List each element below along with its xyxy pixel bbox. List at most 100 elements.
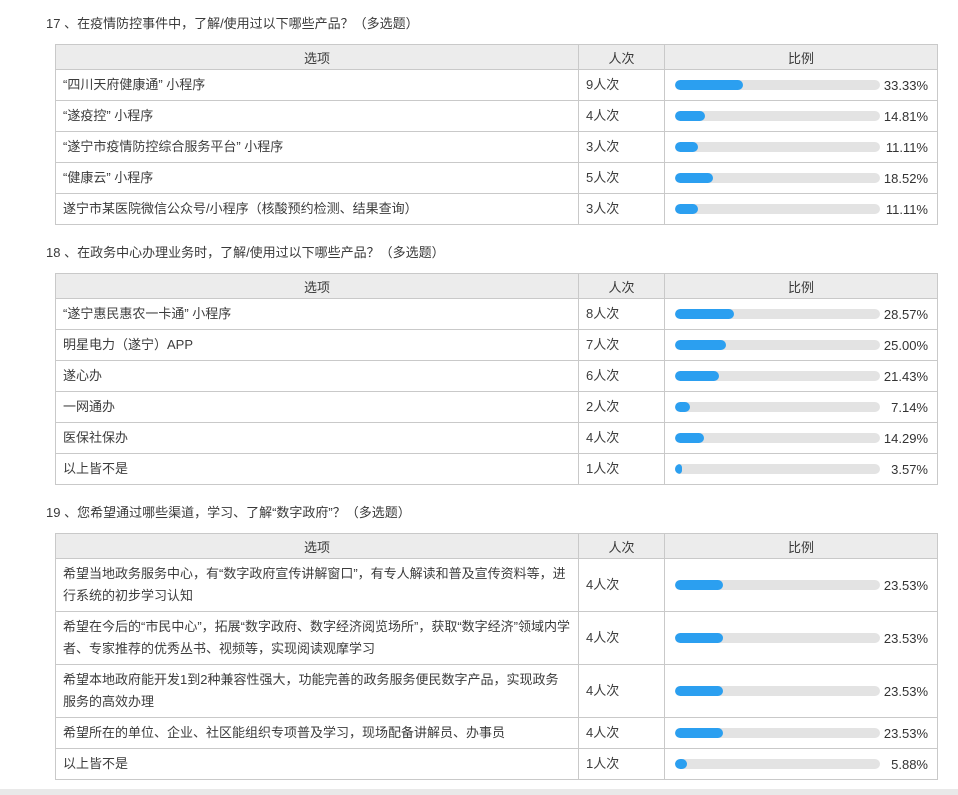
progress-bar-track	[675, 728, 880, 738]
column-header-ratio: 比例	[664, 44, 938, 70]
results-table: 选项 人次 比例 希望当地政务服务中心，有“数字政府宣传讲解窗口”，有专人解读和…	[55, 533, 938, 780]
table-header-row: 选项 人次 比例	[55, 533, 938, 559]
progress-bar-fill	[675, 142, 698, 152]
ratio-cell: 11.11%	[664, 193, 938, 225]
table-row: “遂宁市疫情防控综合服务平台” 小程序 3人次 11.11%	[55, 131, 938, 163]
percent-label: 7.14%	[891, 399, 928, 415]
page-bottom-edge	[0, 789, 958, 795]
question-block: 19 、您希望通过哪些渠道，学习、了解“数字政府”？（多选题） 选项 人次 比例…	[46, 505, 958, 780]
option-cell: “遂宁惠民惠农一卡通” 小程序	[55, 298, 579, 330]
option-cell: 以上皆不是	[55, 453, 579, 485]
ratio-cell: 25.00%	[664, 329, 938, 361]
table-header-row: 选项 人次 比例	[55, 44, 938, 70]
percent-label: 25.00%	[883, 337, 928, 353]
table-row: 明星电力（遂宁）APP 7人次 25.00%	[55, 329, 938, 361]
progress-bar-track	[675, 80, 880, 90]
count-cell: 7人次	[578, 329, 665, 361]
ratio-cell: 21.43%	[664, 360, 938, 392]
percent-label: 14.29%	[883, 430, 928, 446]
count-cell: 1人次	[578, 453, 665, 485]
percent-label: 28.57%	[883, 306, 928, 322]
question-title: 17 、在疫情防控事件中，了解/使用过以下哪些产品？（多选题）	[46, 16, 419, 31]
option-cell: 明星电力（遂宁）APP	[55, 329, 579, 361]
option-cell: 一网通办	[55, 391, 579, 423]
ratio-bar-row: 18.52%	[675, 171, 928, 186]
table-row: “四川天府健康通” 小程序 9人次 33.33%	[55, 69, 938, 101]
progress-bar-track	[675, 464, 880, 474]
table-header-row: 选项 人次 比例	[55, 273, 938, 299]
count-cell: 4人次	[578, 664, 665, 718]
table-row: 遂心办 6人次 21.43%	[55, 360, 938, 392]
progress-bar-fill	[675, 309, 734, 319]
count-cell: 8人次	[578, 298, 665, 330]
progress-bar-fill	[675, 80, 744, 90]
column-header-option: 选项	[55, 44, 579, 70]
percent-label: 23.53%	[883, 630, 928, 646]
table-row: 希望所在的单位、企业、社区能组织专项普及学习，现场配备讲解员、办事员 4人次 2…	[55, 717, 938, 749]
ratio-cell: 28.57%	[664, 298, 938, 330]
percent-label: 5.88%	[891, 756, 928, 772]
ratio-bar-row: 7.14%	[675, 400, 928, 415]
ratio-cell: 18.52%	[664, 162, 938, 194]
option-cell: 希望所在的单位、企业、社区能组织专项普及学习，现场配备讲解员、办事员	[55, 717, 579, 749]
column-header-option: 选项	[55, 273, 579, 299]
progress-bar-fill	[675, 464, 683, 474]
ratio-bar-row: 23.53%	[675, 726, 928, 741]
ratio-cell: 3.57%	[664, 453, 938, 485]
option-cell: 希望在今后的“市民中心”，拓展“数字政府、数字经济阅览场所”，获取“数字经济”领…	[55, 611, 579, 665]
option-cell: 遂心办	[55, 360, 579, 392]
progress-bar-track	[675, 633, 880, 643]
question-block: 17 、在疫情防控事件中，了解/使用过以下哪些产品？（多选题） 选项 人次 比例…	[46, 16, 958, 225]
question-title: 18 、在政务中心办理业务时，了解/使用过以下哪些产品？（多选题）	[46, 245, 445, 260]
progress-bar-fill	[675, 340, 727, 350]
question-block: 18 、在政务中心办理业务时，了解/使用过以下哪些产品？（多选题） 选项 人次 …	[46, 245, 958, 485]
count-cell: 5人次	[578, 162, 665, 194]
ratio-cell: 23.53%	[664, 558, 938, 612]
progress-bar-fill	[675, 686, 724, 696]
progress-bar-fill	[675, 580, 724, 590]
progress-bar-fill	[675, 173, 713, 183]
count-cell: 3人次	[578, 193, 665, 225]
table-row: 希望本地政府能开发1到2种兼容性强大，功能完善的政务服务便民数字产品，实现政务服…	[55, 664, 938, 718]
progress-bar-fill	[675, 728, 724, 738]
ratio-bar-row: 23.53%	[675, 684, 928, 699]
table-row: 希望在今后的“市民中心”，拓展“数字政府、数字经济阅览场所”，获取“数字经济”领…	[55, 611, 938, 665]
progress-bar-track	[675, 686, 880, 696]
ratio-bar-row: 14.29%	[675, 431, 928, 446]
table-row: “遂宁惠民惠农一卡通” 小程序 8人次 28.57%	[55, 298, 938, 330]
ratio-bar-row: 14.81%	[675, 109, 928, 124]
table-row: 希望当地政务服务中心，有“数字政府宣传讲解窗口”，有专人解读和普及宣传资料等，进…	[55, 558, 938, 612]
progress-bar-track	[675, 371, 880, 381]
table-row: 医保社保办 4人次 14.29%	[55, 422, 938, 454]
percent-label: 33.33%	[883, 77, 928, 93]
percent-label: 3.57%	[891, 461, 928, 477]
ratio-cell: 14.81%	[664, 100, 938, 132]
column-header-count: 人次	[578, 273, 665, 299]
percent-label: 23.53%	[883, 683, 928, 699]
column-header-ratio: 比例	[664, 533, 938, 559]
count-cell: 6人次	[578, 360, 665, 392]
option-cell: 希望当地政务服务中心，有“数字政府宣传讲解窗口”，有专人解读和普及宣传资料等，进…	[55, 558, 579, 612]
ratio-bar-row: 23.53%	[675, 631, 928, 646]
column-header-count: 人次	[578, 44, 665, 70]
results-table: 选项 人次 比例 “四川天府健康通” 小程序 9人次 33.33% “遂疫控” …	[55, 44, 938, 225]
table-row: “健康云” 小程序 5人次 18.52%	[55, 162, 938, 194]
count-cell: 4人次	[578, 717, 665, 749]
progress-bar-track	[675, 402, 880, 412]
option-cell: 希望本地政府能开发1到2种兼容性强大，功能完善的政务服务便民数字产品，实现政务服…	[55, 664, 579, 718]
percent-label: 18.52%	[883, 170, 928, 186]
column-header-count: 人次	[578, 533, 665, 559]
progress-bar-track	[675, 173, 880, 183]
ratio-bar-row: 25.00%	[675, 338, 928, 353]
progress-bar-track	[675, 204, 880, 214]
count-cell: 4人次	[578, 100, 665, 132]
progress-bar-fill	[675, 111, 706, 121]
progress-bar-fill	[675, 759, 688, 769]
percent-label: 23.53%	[883, 577, 928, 593]
progress-bar-track	[675, 759, 880, 769]
ratio-cell: 23.53%	[664, 664, 938, 718]
option-cell: “遂疫控” 小程序	[55, 100, 579, 132]
percent-label: 21.43%	[883, 368, 928, 384]
option-cell: 遂宁市某医院微信公众号/小程序（核酸预约检测、结果查询）	[55, 193, 579, 225]
